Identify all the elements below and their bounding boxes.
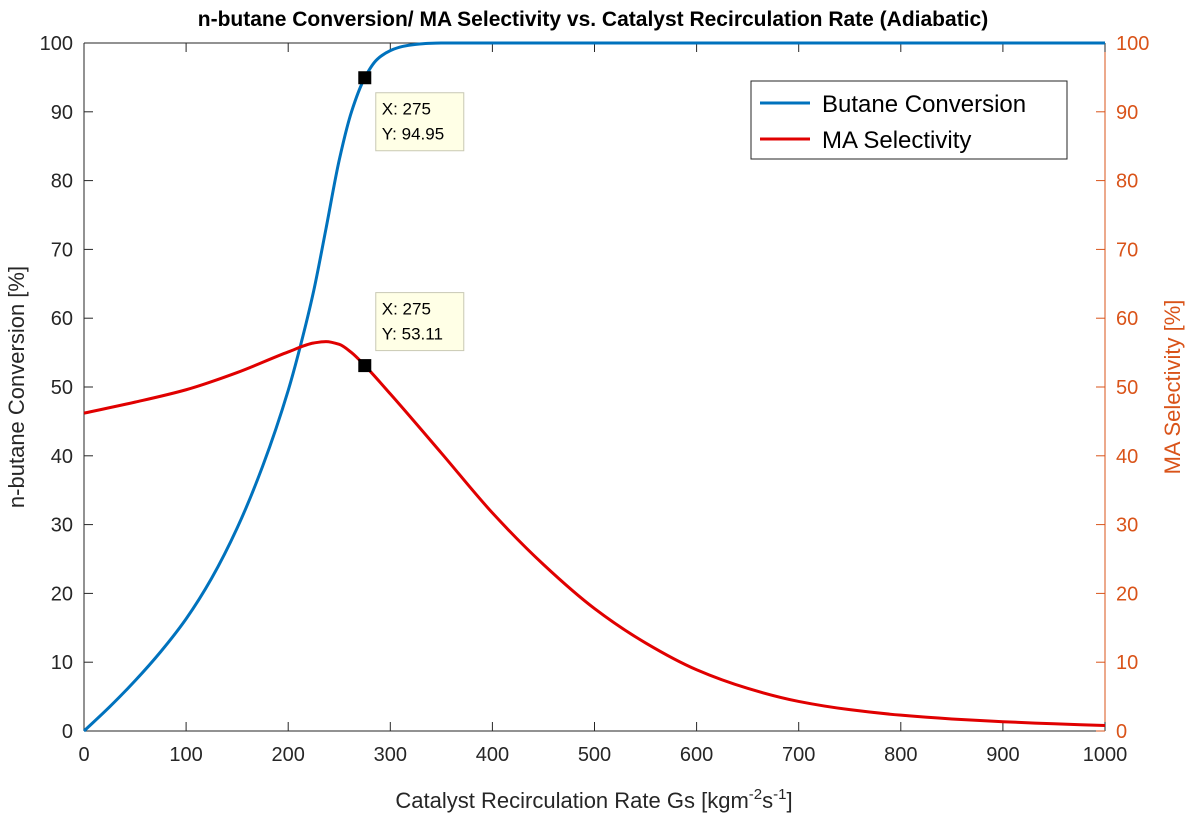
x-tick-label: 200 <box>272 744 305 766</box>
y-tick-label-left: 80 <box>51 171 73 193</box>
y-tick-label-right: 50 <box>1116 377 1138 399</box>
y-tick-label-right: 20 <box>1116 583 1138 605</box>
y-tick-label-right: 10 <box>1116 652 1138 674</box>
y-tick-label-right: 30 <box>1116 515 1138 537</box>
data-tips: X: 275 Y: 94.95 X: 275 Y: 53.11 <box>358 71 465 373</box>
x-tick-label: 700 <box>782 744 815 766</box>
y-tick-label-left: 20 <box>51 583 73 605</box>
data-tip-y: Y: 53.11 <box>382 325 443 344</box>
y-tick-label-left: 50 <box>51 377 73 399</box>
chart-title: n-butane Conversion/ MA Selectivity vs. … <box>198 8 988 31</box>
x-tick-label: 1000 <box>1083 744 1128 766</box>
x-tick-label: 600 <box>680 744 713 766</box>
x-tick-label: 100 <box>169 744 202 766</box>
y-tick-label-left: 40 <box>51 446 73 468</box>
y-tick-label-right: 60 <box>1116 308 1138 330</box>
x-tick-label: 800 <box>884 744 917 766</box>
legend-label-butane-conversion: Butane Conversion <box>822 91 1026 118</box>
x-tick-label: 0 <box>78 744 89 766</box>
x-axis-label: Catalyst Recirculation Rate Gs [kgm-2s-1… <box>395 786 792 813</box>
y-tick-label-left: 90 <box>51 102 73 124</box>
x-tick-label: 300 <box>374 744 407 766</box>
y-tick-label-right: 70 <box>1116 239 1138 261</box>
data-tip-x: X: 275 <box>382 100 431 119</box>
data-tip-box <box>375 292 465 352</box>
y-tick-label-left: 70 <box>51 239 73 261</box>
legend: Butane Conversion MA Selectivity <box>750 80 1068 160</box>
y-tick-label-right: 0 <box>1116 721 1127 743</box>
data-tip-marker <box>358 359 372 373</box>
x-tick-label: 400 <box>476 744 509 766</box>
y-tick-label-left: 0 <box>62 721 73 743</box>
tick-labels: 0 100 200 300 400 500 600 700 800 900 100001020304… <box>40 33 1150 766</box>
y-tick-label-right: 80 <box>1116 171 1138 193</box>
y-tick-label-right: 40 <box>1116 446 1138 468</box>
data-tip-x: X: 275 <box>382 300 431 319</box>
y-tick-label-left: 100 <box>40 33 73 55</box>
data-tip-y: Y: 94.95 <box>382 125 444 144</box>
x-tick-label: 500 <box>578 744 611 766</box>
y-axis-label-right: MA Selectivity [%] <box>1160 300 1185 475</box>
y-axis-label-left: n-butane Conversion [%] <box>4 266 29 508</box>
y-tick-label-left: 10 <box>51 652 73 674</box>
legend-label-ma-selectivity: MA Selectivity <box>822 127 971 154</box>
x-tick-label: 900 <box>986 744 1019 766</box>
y-tick-label-right: 100 <box>1116 33 1149 55</box>
y-tick-label-left: 60 <box>51 308 73 330</box>
y-tick-label-left: 30 <box>51 515 73 537</box>
y-tick-label-right: 90 <box>1116 102 1138 124</box>
data-tip-box <box>375 92 465 152</box>
data-tip-marker <box>358 71 372 85</box>
series-line-ma-selectivity <box>83 340 1106 727</box>
legend-box <box>750 80 1068 160</box>
